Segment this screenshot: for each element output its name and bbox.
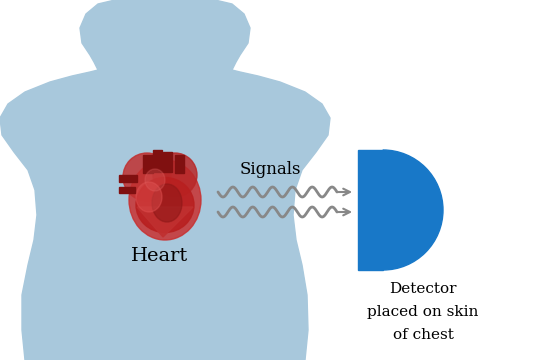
Bar: [175, 155, 184, 173]
Bar: [358, 150, 383, 270]
Bar: [143, 155, 153, 173]
Ellipse shape: [145, 169, 165, 191]
Ellipse shape: [136, 182, 162, 212]
Ellipse shape: [129, 160, 201, 240]
Bar: [119, 187, 135, 193]
Bar: [153, 150, 162, 172]
Circle shape: [153, 153, 197, 197]
Wedge shape: [383, 150, 443, 270]
Polygon shape: [137, 207, 193, 237]
Text: Heart: Heart: [132, 247, 189, 265]
Circle shape: [123, 153, 171, 201]
Polygon shape: [0, 0, 330, 360]
Text: Detector
placed on skin
of chest: Detector placed on skin of chest: [368, 282, 479, 342]
Circle shape: [130, 0, 200, 63]
Ellipse shape: [136, 177, 194, 233]
Text: Signals: Signals: [239, 161, 301, 178]
Bar: [163, 152, 172, 172]
Ellipse shape: [152, 184, 182, 222]
Bar: [119, 175, 137, 182]
